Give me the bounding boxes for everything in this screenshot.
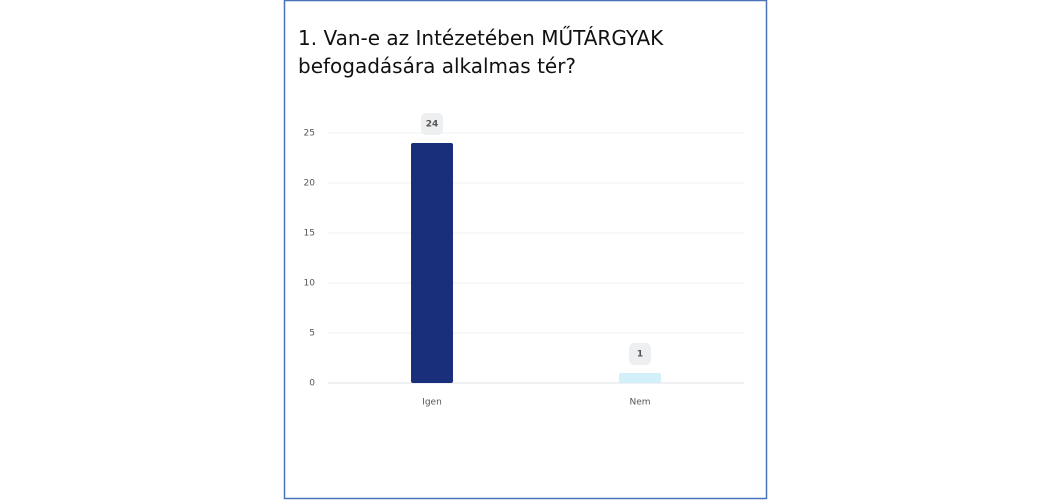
- y-tick-label: 20: [304, 179, 316, 189]
- value-label-box: [629, 343, 651, 365]
- value-label-box: [421, 113, 443, 135]
- panel: [283, 0, 768, 500]
- y-tick-label: 0: [309, 379, 315, 389]
- value-label: 1: [637, 350, 643, 360]
- y-tick-label: 25: [304, 129, 315, 139]
- bar: [619, 373, 661, 383]
- y-tick-label: 15: [304, 229, 315, 239]
- x-tick-label: Igen: [422, 398, 442, 408]
- x-tick-label: Nem: [629, 398, 650, 408]
- y-tick-label: 5: [309, 329, 315, 339]
- bar: [411, 143, 453, 383]
- y-tick-label: 10: [304, 279, 316, 289]
- chart-title: 1. Van-e az Intézetében MŰTÁRGYAK befoga…: [298, 26, 664, 78]
- value-label: 24: [426, 120, 439, 130]
